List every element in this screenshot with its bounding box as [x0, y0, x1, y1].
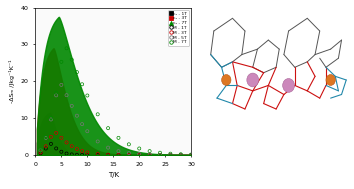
Point	[74, 147, 80, 150]
Point	[116, 150, 121, 153]
Point	[95, 153, 101, 156]
Point	[53, 91, 59, 94]
Point	[178, 153, 184, 156]
Point	[157, 153, 163, 156]
Point	[48, 142, 54, 145]
Point	[38, 152, 44, 155]
Point	[85, 151, 90, 154]
Point	[53, 147, 59, 150]
Circle shape	[222, 74, 231, 85]
Point	[69, 104, 75, 107]
Point	[74, 71, 80, 74]
Point	[178, 153, 184, 156]
Point	[167, 152, 173, 155]
Point	[157, 151, 163, 154]
Point	[178, 153, 184, 156]
X-axis label: T/K: T/K	[108, 173, 119, 178]
Point	[38, 151, 44, 154]
Point	[79, 153, 85, 156]
Y-axis label: -ΔSₘ /Jkg⁻¹K⁻¹: -ΔSₘ /Jkg⁻¹K⁻¹	[9, 60, 15, 103]
Point	[43, 145, 48, 148]
Point	[188, 153, 194, 156]
Point	[64, 94, 69, 97]
Point	[48, 118, 54, 121]
Point	[95, 153, 101, 156]
Point	[43, 147, 48, 150]
Point	[116, 136, 121, 139]
Point	[167, 153, 173, 156]
Point	[105, 153, 111, 156]
Point	[126, 153, 132, 156]
Point	[147, 153, 153, 156]
Point	[43, 136, 48, 139]
Point	[116, 153, 121, 156]
Point	[64, 152, 69, 155]
Point	[58, 83, 64, 86]
Point	[188, 153, 194, 156]
Point	[85, 94, 90, 97]
Point	[147, 150, 153, 153]
Point	[105, 127, 111, 130]
Point	[69, 58, 75, 61]
Point	[167, 153, 173, 156]
Point	[43, 136, 48, 139]
Point	[79, 123, 85, 126]
Point	[167, 153, 173, 156]
Point	[136, 153, 142, 156]
Point	[147, 153, 153, 156]
Point	[64, 47, 69, 50]
Point	[38, 148, 44, 151]
Point	[157, 153, 163, 156]
Point	[105, 153, 111, 156]
Point	[105, 146, 111, 149]
Point	[58, 136, 64, 139]
Point	[38, 149, 44, 152]
Point	[85, 153, 90, 156]
Point	[136, 147, 142, 150]
Point	[126, 153, 132, 156]
Point	[136, 153, 142, 156]
Point	[58, 150, 64, 153]
Point	[74, 153, 80, 156]
Point	[48, 116, 54, 119]
Point	[53, 94, 59, 97]
Point	[69, 145, 75, 148]
Point	[85, 130, 90, 133]
Circle shape	[282, 79, 295, 92]
Point	[69, 153, 75, 156]
Circle shape	[247, 73, 259, 87]
Point	[79, 83, 85, 86]
Point	[53, 131, 59, 134]
Point	[95, 113, 101, 116]
Point	[178, 153, 184, 156]
Point	[64, 141, 69, 144]
Point	[95, 140, 101, 143]
Point	[188, 153, 194, 156]
Point	[116, 153, 121, 156]
Point	[188, 153, 194, 156]
Point	[126, 143, 132, 146]
Point	[147, 153, 153, 156]
Circle shape	[326, 74, 335, 85]
Point	[126, 152, 132, 155]
Point	[74, 114, 80, 117]
Point	[58, 60, 64, 63]
Point	[157, 153, 163, 156]
Point	[136, 153, 142, 156]
Point	[48, 135, 54, 138]
Point	[79, 149, 85, 153]
Legend: cₐ - 1T, cₐ - 3T, cₐ - 7T, M - 1T, M - 3T, M - 5T, M - 7T: cₐ - 1T, cₐ - 3T, cₐ - 7T, M - 1T, M - 3…	[168, 10, 189, 46]
